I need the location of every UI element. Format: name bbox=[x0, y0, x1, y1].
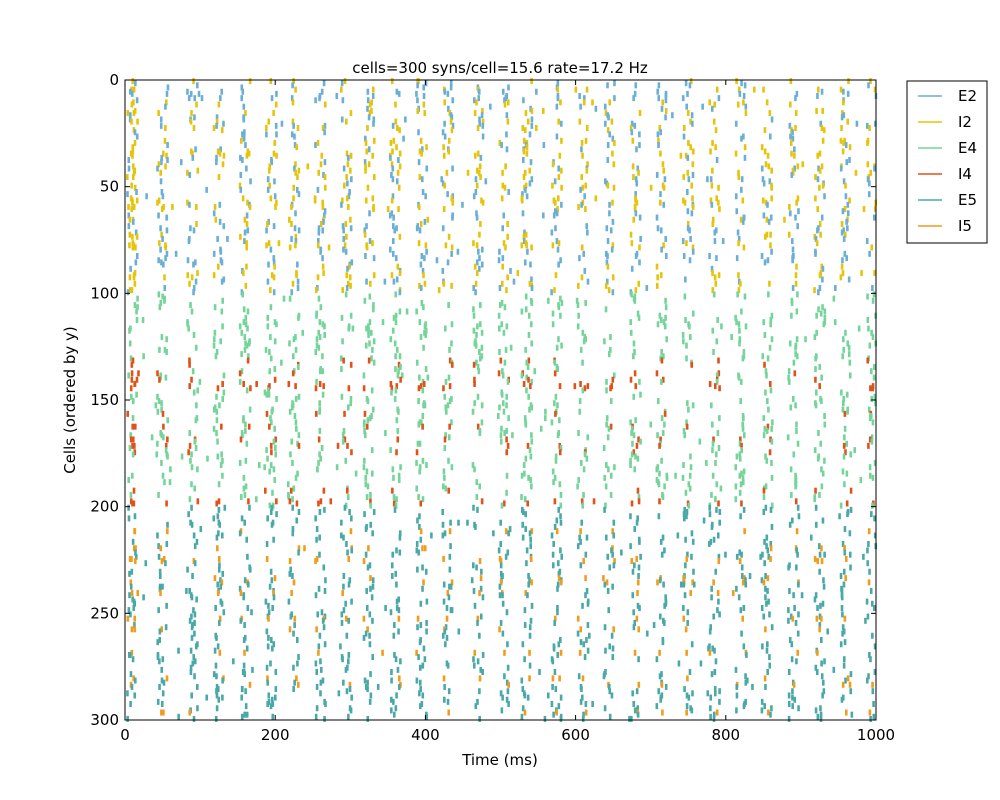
x-tick-label: 600 bbox=[561, 726, 590, 744]
x-tick-label: 200 bbox=[261, 726, 290, 744]
y-tick-label: 200 bbox=[90, 498, 119, 516]
y-tick-label: 250 bbox=[90, 604, 119, 622]
legend-label-e2: E2 bbox=[958, 87, 977, 105]
legend: E2 I2 E4 I4 E5 I5 bbox=[906, 80, 988, 244]
legend-label-i4: I4 bbox=[958, 165, 972, 183]
legend-label-i2: I2 bbox=[958, 113, 972, 131]
legend-label-i5: I5 bbox=[958, 217, 972, 235]
legend-label-e4: E4 bbox=[958, 139, 977, 157]
y-tick-label: 50 bbox=[100, 178, 119, 196]
y-tick-label: 100 bbox=[90, 284, 119, 302]
y-tick-label: 0 bbox=[109, 71, 119, 89]
y-tick-label: 150 bbox=[90, 391, 119, 409]
x-tick-label: 800 bbox=[711, 726, 740, 744]
legend-box bbox=[906, 80, 988, 244]
legend-label-e5: E5 bbox=[958, 191, 977, 209]
y-axis: 0 50 100 150 200 250 300 bbox=[90, 71, 876, 729]
x-tick-label: 1000 bbox=[857, 726, 895, 744]
x-tick-label: 0 bbox=[120, 726, 130, 744]
x-axis: 0 200 400 600 800 1000 bbox=[120, 80, 895, 744]
spike-marks bbox=[126, 78, 878, 722]
x-tick-label: 400 bbox=[411, 726, 440, 744]
chart-title: cells=300 syns/cell=15.6 rate=17.2 Hz bbox=[352, 59, 648, 77]
y-tick-label: 300 bbox=[90, 711, 119, 729]
x-axis-label: Time (ms) bbox=[461, 751, 538, 769]
y-axis-label: Cells (ordered by y) bbox=[61, 326, 79, 474]
